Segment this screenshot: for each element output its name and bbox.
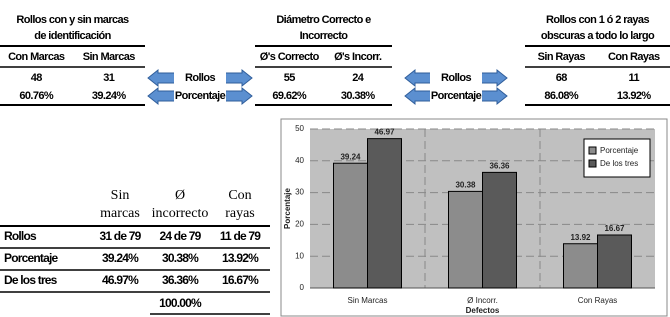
row-label: De los tres xyxy=(4,273,58,287)
table-cell: 31 de 79 xyxy=(100,229,142,243)
column-header: Ø's Correcto xyxy=(260,51,320,63)
legend-label: De los tres xyxy=(600,159,638,168)
table-title: obscuras a todo lo largo xyxy=(541,30,655,42)
row-label: Porcentaje xyxy=(4,251,58,265)
arrow-label: Porcentaje xyxy=(431,90,482,102)
arrow-label-box xyxy=(430,71,482,85)
table-cell: 16.67% xyxy=(222,273,259,287)
column-header: Con Marcas xyxy=(8,51,65,63)
table-cell: 39.24% xyxy=(102,251,139,265)
table-cell: 11 xyxy=(629,72,640,84)
column-header: Con Rayas xyxy=(608,51,660,63)
table-cell: 60.76% xyxy=(19,90,54,102)
y-tick-label: 40 xyxy=(295,156,304,165)
bar xyxy=(482,171,517,289)
column-header: Ø xyxy=(175,188,185,203)
x-tick-label: Ø Incorr. xyxy=(467,296,498,305)
column-header: Ø's Incorr. xyxy=(334,51,382,63)
y-tick-label: 30 xyxy=(295,188,304,197)
table-title: Diámetro Correcto e xyxy=(276,14,371,26)
table-title: Rollos con 1 ó 2 rayas xyxy=(546,14,649,26)
data-label: 39.24 xyxy=(340,152,361,161)
data-label: 16.67 xyxy=(604,224,625,233)
column-header: marcas xyxy=(100,206,140,221)
column-header: Con xyxy=(228,188,251,203)
table-cell: 24 de 79 xyxy=(160,229,202,243)
bar xyxy=(563,243,598,289)
data-label: 30.38 xyxy=(455,181,476,190)
bar xyxy=(597,234,632,289)
data-label: 46.97 xyxy=(374,128,395,137)
legend-swatch xyxy=(588,159,597,168)
arrow-label: Rollos xyxy=(441,72,471,84)
table-cell: 69.62% xyxy=(272,90,307,102)
arrow-label: Porcentaje xyxy=(175,90,226,102)
y-tick-label: 50 xyxy=(295,124,304,133)
table-title: Rollos con y sin marcas xyxy=(16,14,129,26)
arrow-label: Rollos xyxy=(185,72,215,84)
column-header: Sin xyxy=(111,188,130,203)
legend-box xyxy=(583,138,651,178)
table-cell: 55 xyxy=(284,72,296,84)
x-axis-title: Defectos xyxy=(466,306,500,315)
y-tick-label: 20 xyxy=(295,220,304,229)
table-cell: 46.97% xyxy=(102,273,139,287)
table-title: Incorrecto xyxy=(300,30,349,42)
y-axis-title: Porcentaje xyxy=(283,187,292,228)
arrow-label-box xyxy=(430,89,482,103)
column-header: Sin Marcas xyxy=(83,51,136,63)
table-title: de identificación xyxy=(34,30,111,42)
column-header: rayas xyxy=(225,206,255,221)
bar xyxy=(333,162,368,289)
table-cell: 31 xyxy=(103,72,115,84)
table-cell: 13.92% xyxy=(222,251,259,265)
table-total: 100.00% xyxy=(159,296,202,310)
table-cell: 11 de 79 xyxy=(220,229,261,243)
arrow-label-box xyxy=(174,71,226,85)
data-label: 13.92 xyxy=(570,233,591,242)
bar xyxy=(448,190,483,289)
table-cell: 30.38% xyxy=(341,90,376,102)
y-tick-label: 0 xyxy=(300,283,305,292)
table-cell: 24 xyxy=(352,72,365,84)
y-tick-label: 10 xyxy=(295,251,304,260)
legend-swatch xyxy=(588,146,597,155)
row-label: Rollos xyxy=(4,229,37,243)
legend-label: Porcentaje xyxy=(600,146,639,155)
table-cell: 30.38% xyxy=(162,251,199,265)
table-cell: 86.08% xyxy=(544,90,579,102)
column-header: incorrecto xyxy=(152,206,209,221)
arrow-label-box xyxy=(174,89,226,103)
table-cell: 13.92% xyxy=(617,90,652,102)
bar xyxy=(367,138,402,289)
x-tick-label: Con Rayas xyxy=(578,296,618,305)
data-label: 36.36 xyxy=(489,161,510,170)
table-cell: 68 xyxy=(556,72,568,84)
table-cell: 39.24% xyxy=(92,90,127,102)
table-cell: 48 xyxy=(31,72,43,84)
table-cell: 36.36% xyxy=(162,273,199,287)
column-header: Sin Rayas xyxy=(538,51,586,63)
x-tick-label: Sin Marcas xyxy=(347,296,387,305)
